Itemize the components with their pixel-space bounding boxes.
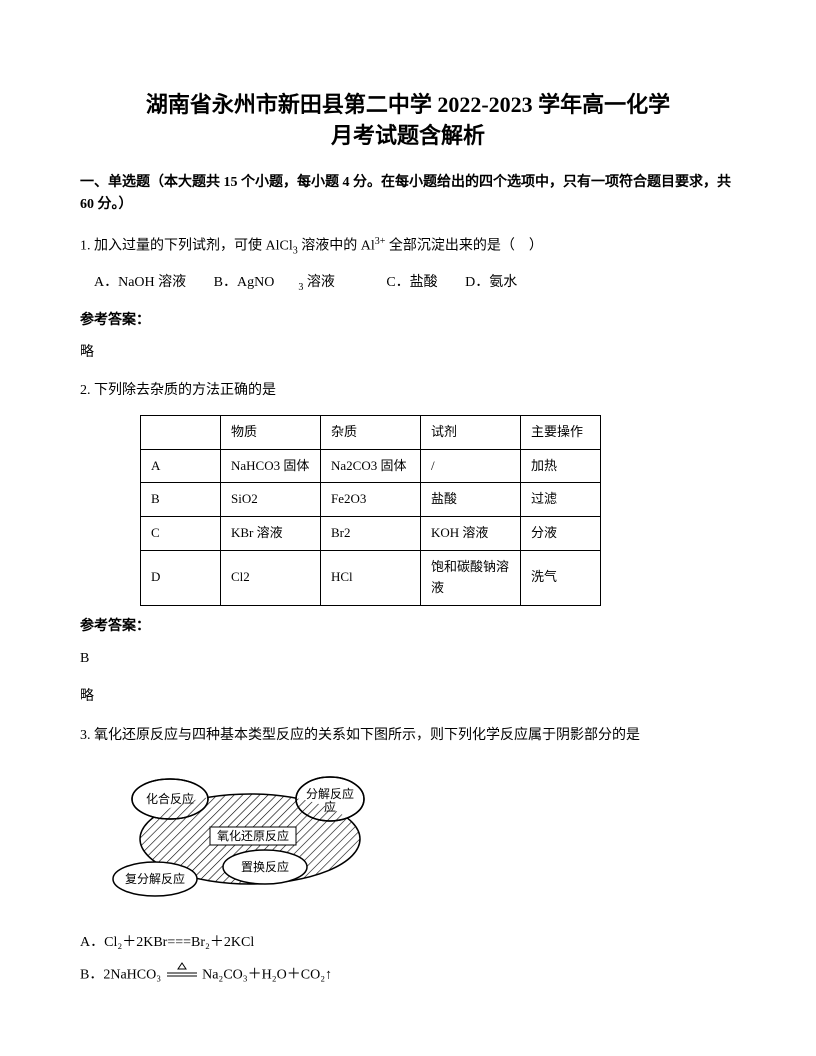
q1-options: A．NaOH 溶液 B．AgNO3 溶液 C．盐酸 D．氨水 bbox=[94, 272, 736, 296]
question-1: 1. 加入过量的下列试剂，可使 AlCl3 溶液中的 Al3+ 全部沉淀出来的是… bbox=[80, 234, 736, 259]
cell: 加热 bbox=[521, 449, 601, 483]
q1-optD: D．氨水 bbox=[465, 275, 517, 290]
q2-answer-extra: 略 bbox=[80, 686, 736, 708]
label-metathesis: 复分解反应 bbox=[125, 871, 185, 886]
q2-answer-label: 参考答案： bbox=[80, 616, 736, 638]
label-decompose2: 应 bbox=[324, 799, 336, 814]
q2-table: 物质 杂质 试剂 主要操作 A NaHCO3 固体 Na2CO3 固体 / 加热… bbox=[140, 415, 601, 606]
q3-optB-pre: B．2NaHCO₃ bbox=[80, 967, 165, 982]
cell: Na2CO3 固体 bbox=[321, 449, 421, 483]
page-title: 湖南省永州市新田县第二中学 2022-2023 学年高一化学 月考试题含解析 bbox=[80, 90, 736, 152]
th-impurity: 杂质 bbox=[321, 415, 421, 449]
q1-optC: C．盐酸 bbox=[386, 275, 437, 290]
cell: HCl bbox=[321, 550, 421, 605]
q1-stem-mid: 溶液中的 Al bbox=[298, 239, 375, 254]
cell: SiO2 bbox=[221, 483, 321, 517]
q1-optB: B．AgNO3 溶液 bbox=[214, 275, 359, 290]
cell: B bbox=[141, 483, 221, 517]
cell: KOH 溶液 bbox=[421, 517, 521, 551]
q3-optB-post: Na₂CO₃＋H₂O＋CO₂↑ bbox=[202, 967, 332, 982]
section-intro: 一、单选题（本大题共 15 个小题，每小题 4 分。在每小题给出的四个选项中，只… bbox=[80, 172, 736, 217]
th-reagent: 试剂 bbox=[421, 415, 521, 449]
q1-answer-body: 略 bbox=[80, 342, 736, 364]
cell: 分液 bbox=[521, 517, 601, 551]
th-operation: 主要操作 bbox=[521, 415, 601, 449]
label-decompose: 分解反应 bbox=[306, 786, 354, 801]
label-displacement: 置换反应 bbox=[241, 859, 289, 874]
cell: 盐酸 bbox=[421, 483, 521, 517]
title-line1: 湖南省永州市新田县第二中学 2022-2023 学年高一化学 bbox=[146, 92, 670, 117]
cell: NaHCO3 固体 bbox=[221, 449, 321, 483]
table-row: A NaHCO3 固体 Na2CO3 固体 / 加热 bbox=[141, 449, 601, 483]
table-row: D Cl2 HCl 饱和碳酸钠溶液 洗气 bbox=[141, 550, 601, 605]
cell: Cl2 bbox=[221, 550, 321, 605]
q2-answer-letter: B bbox=[80, 648, 736, 670]
cell: 洗气 bbox=[521, 550, 601, 605]
th-blank bbox=[141, 415, 221, 449]
question-3-stem: 3. 氧化还原反应与四种基本类型反应的关系如下图所示，则下列化学反应属于阴影部分… bbox=[80, 725, 736, 747]
title-line2: 月考试题含解析 bbox=[331, 123, 485, 148]
q3-optB: B．2NaHCO₃ Na₂CO₃＋H₂O＋CO₂↑ bbox=[80, 962, 736, 988]
th-substance: 物质 bbox=[221, 415, 321, 449]
label-combine: 化合反应 bbox=[146, 791, 194, 806]
heat-arrow-icon bbox=[165, 962, 199, 988]
table-row: B SiO2 Fe2O3 盐酸 过滤 bbox=[141, 483, 601, 517]
venn-diagram: 化合反应 分解反应 应 氧化还原反应 复分解反应 置换反应 bbox=[100, 759, 736, 917]
table-row: C KBr 溶液 Br2 KOH 溶液 分液 bbox=[141, 517, 601, 551]
cell: D bbox=[141, 550, 221, 605]
q1-stem-pre: 1. 加入过量的下列试剂，可使 AlCl bbox=[80, 239, 293, 254]
cell: A bbox=[141, 449, 221, 483]
cell: Fe2O3 bbox=[321, 483, 421, 517]
table-header-row: 物质 杂质 试剂 主要操作 bbox=[141, 415, 601, 449]
cell: 过滤 bbox=[521, 483, 601, 517]
cell: KBr 溶液 bbox=[221, 517, 321, 551]
q3-optA: A．Cl₂＋2KBr===Br₂＋2KCl bbox=[80, 932, 736, 954]
question-2-stem: 2. 下列除去杂质的方法正确的是 bbox=[80, 380, 736, 402]
q1-optA: A．NaOH 溶液 bbox=[94, 275, 186, 290]
label-redox: 氧化还原反应 bbox=[217, 828, 289, 843]
venn-svg: 化合反应 分解反应 应 氧化还原反应 复分解反应 置换反应 bbox=[100, 759, 400, 909]
cell: C bbox=[141, 517, 221, 551]
q1-stem-post: 全部沉淀出来的是（ ） bbox=[385, 239, 543, 254]
q1-answer-label: 参考答案： bbox=[80, 310, 736, 332]
q1-stem-sup: 3+ bbox=[375, 236, 386, 247]
cell: 饱和碳酸钠溶液 bbox=[421, 550, 521, 605]
cell: / bbox=[421, 449, 521, 483]
cell: Br2 bbox=[321, 517, 421, 551]
